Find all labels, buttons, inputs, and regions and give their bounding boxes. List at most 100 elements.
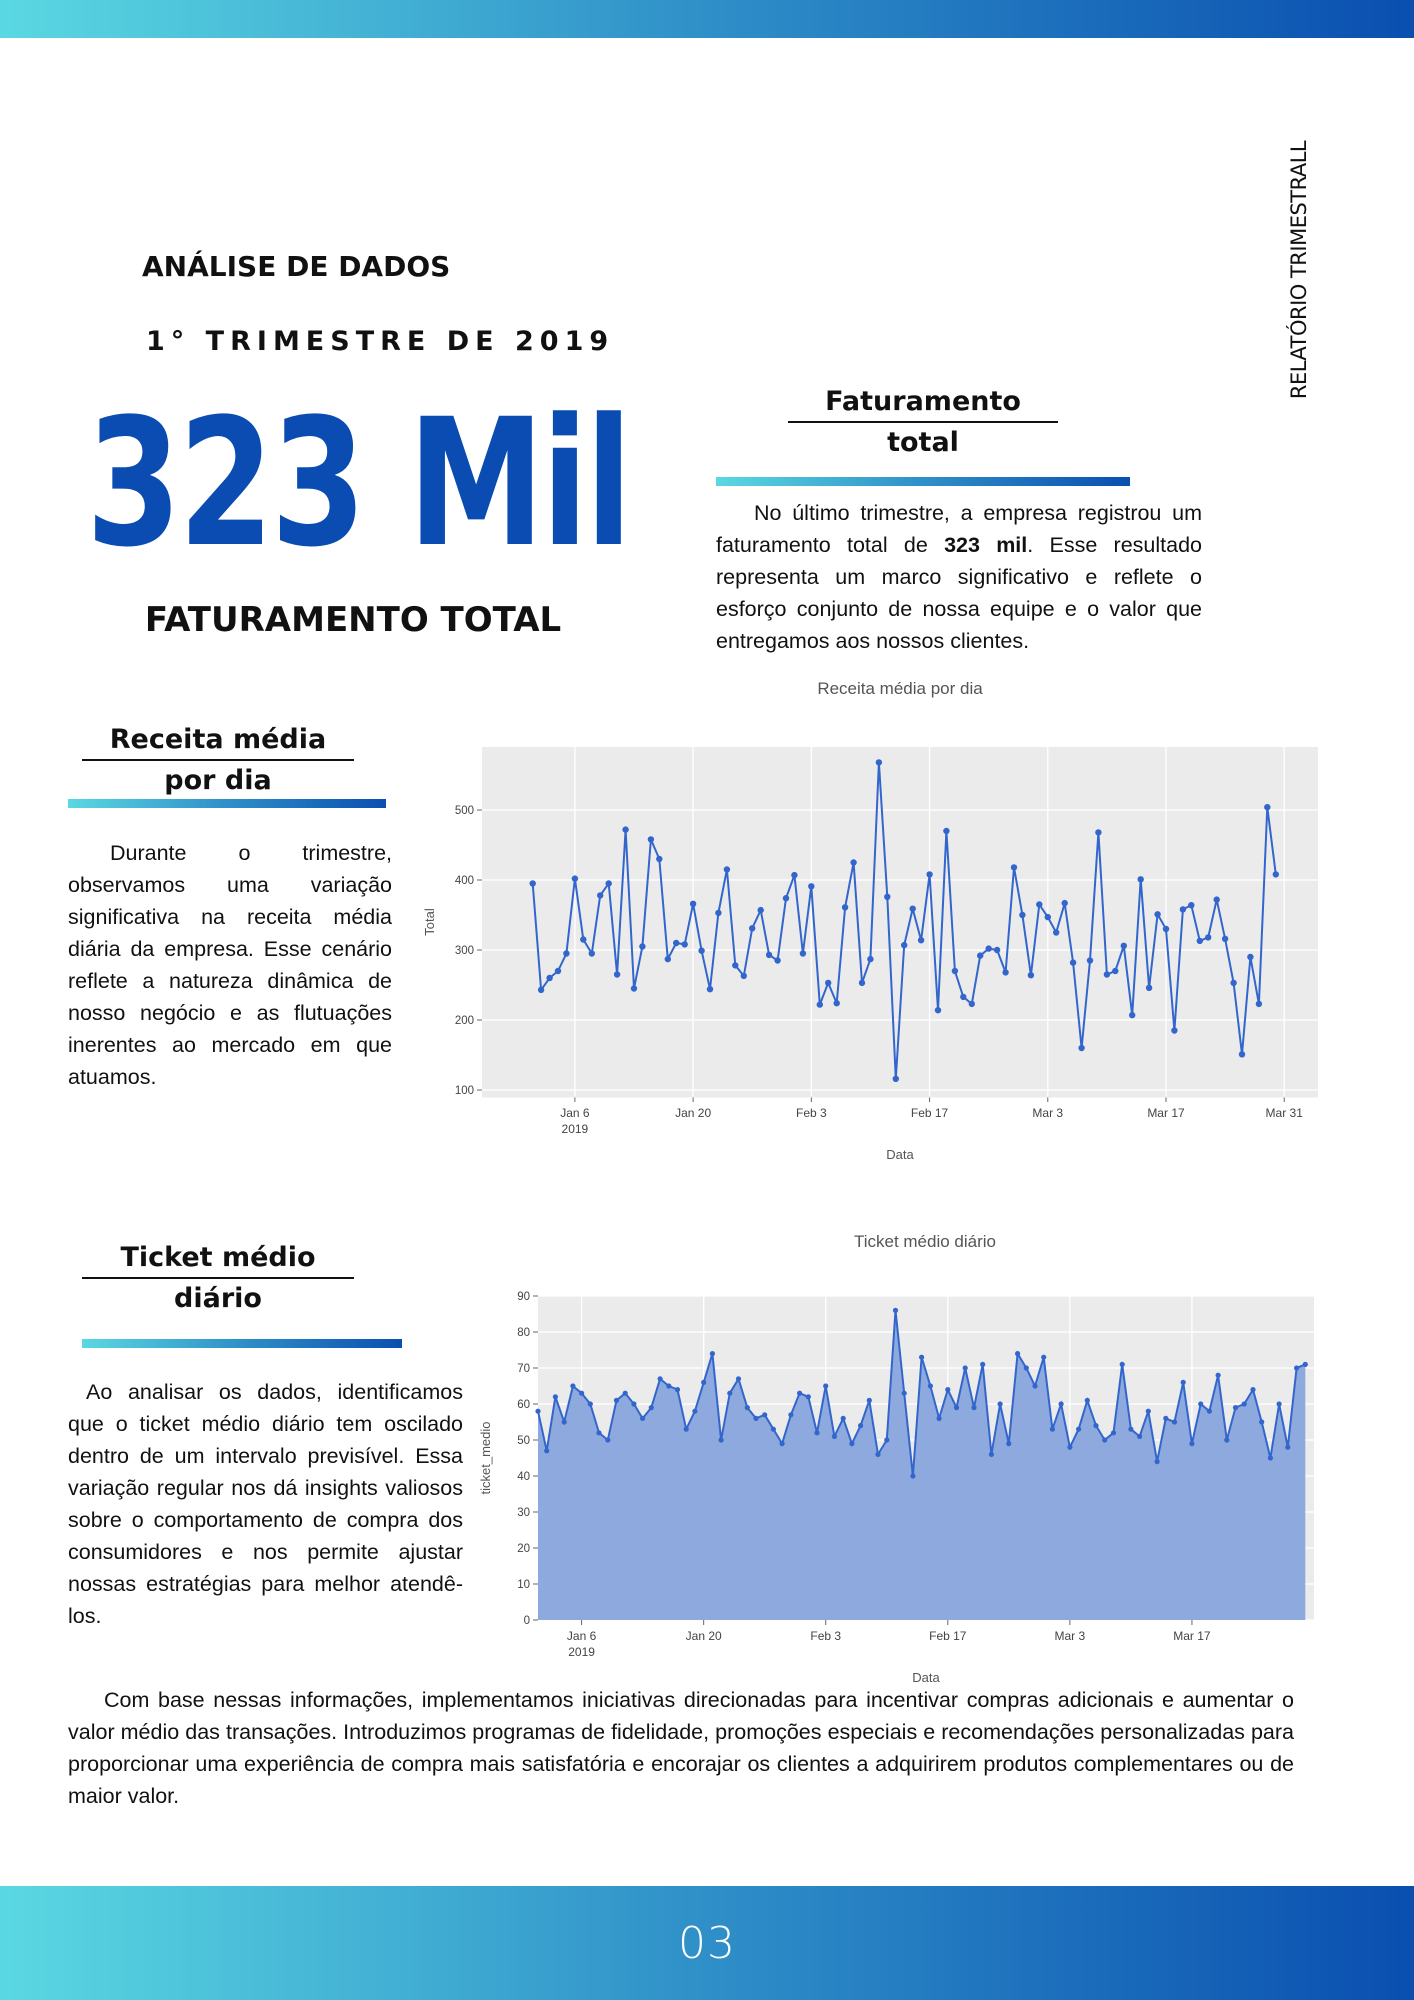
ticket-data-point (971, 1405, 977, 1411)
ticket-data-point (1023, 1365, 1029, 1371)
receita-data-point (1221, 935, 1229, 942)
closing-paragraph: Com base nessas informações, implementam… (68, 1688, 1294, 1808)
ticket-y-tick-label: 60 (517, 1399, 530, 1411)
ticket-data-point (953, 1405, 960, 1411)
ticket-data-point (544, 1448, 550, 1454)
ticket-data-point (1189, 1441, 1195, 1447)
ticket-data-point (814, 1430, 820, 1436)
ticket-data-point (640, 1415, 646, 1421)
receita-data-point (1010, 864, 1018, 871)
receita-data-point (588, 950, 595, 957)
receita-data-point (529, 880, 536, 887)
quarter-label: 1° TRIMESTRE DE 2019 (146, 326, 615, 357)
receita-data-point (1103, 971, 1111, 978)
receita-data-point (1272, 871, 1279, 878)
receita-data-point (1036, 901, 1043, 908)
ticket-data-point (1224, 1437, 1230, 1443)
receita-data-point (1044, 913, 1051, 921)
ticket-data-point (919, 1354, 925, 1360)
receita-x-tick-label: Feb 17 (911, 1106, 949, 1120)
ticket-data-point (831, 1433, 837, 1439)
receita-x-tick-label: Mar 17 (1147, 1106, 1185, 1120)
receita-chart-title: Receita média por dia (817, 679, 983, 698)
ticket-x-tick-label: Mar 3 (1055, 1629, 1086, 1643)
receita-data-point (985, 945, 992, 952)
ticket-data-point (1015, 1351, 1021, 1357)
ticket-data-point (945, 1387, 951, 1393)
page-number: 03 (678, 1917, 736, 1969)
ticket-data-point (901, 1390, 907, 1396)
receita-data-point (825, 979, 832, 987)
receita-title: Receita média por dia (82, 720, 354, 800)
ticket-data-point (927, 1383, 933, 1389)
ticket-data-point (1267, 1455, 1273, 1461)
ticket-y-tick-label: 30 (517, 1507, 530, 1519)
receita-data-point (892, 1075, 899, 1082)
faturamento-paragraph: No último trimestre, a empresa registrou… (716, 501, 1202, 653)
receita-data-point (791, 871, 798, 879)
receita-data-point (706, 986, 714, 993)
ticket-data-point (753, 1415, 759, 1421)
faturamento-accent-bar (716, 477, 1130, 486)
ticket-data-point (1206, 1408, 1212, 1414)
receita-data-point (613, 971, 621, 978)
ticket-data-point (797, 1390, 803, 1396)
ticket-chart-title: Ticket médio diário (853, 1232, 997, 1251)
receita-data-point (858, 979, 866, 987)
receita-data-point (841, 904, 849, 911)
ticket-data-point (1067, 1444, 1073, 1450)
ticket-data-point (570, 1383, 576, 1389)
receita-data-point (816, 1001, 823, 1008)
ticket-data-point (1163, 1415, 1169, 1421)
ticket-x-tick-label: Mar 17 (1173, 1629, 1211, 1643)
ticket-y-axis-label: ticket_medio (478, 1422, 493, 1495)
ticket-data-point (1049, 1426, 1055, 1432)
receita-data-point (605, 880, 612, 887)
receita-data-point (681, 941, 688, 948)
ticket-data-point (1180, 1379, 1186, 1385)
receita-data-point (833, 1000, 840, 1007)
receita-data-point (597, 892, 604, 899)
ticket-data-point (596, 1430, 602, 1436)
ticket-data-point (770, 1426, 776, 1432)
receita-data-point (740, 972, 747, 980)
ticket-data-point (840, 1415, 846, 1421)
receita-data-point (1230, 979, 1237, 987)
ticket-data-point (1041, 1354, 1047, 1360)
receita-data-point (546, 974, 553, 982)
ticket-data-point (962, 1365, 968, 1371)
receita-data-point (1179, 906, 1187, 913)
ticket-data-point (1006, 1441, 1012, 1447)
ticket-data-point (1302, 1361, 1308, 1367)
receita-data-point (689, 900, 697, 907)
receita-data-point (901, 941, 908, 949)
receita-data-point (850, 859, 857, 866)
ticket-data-point (1093, 1423, 1099, 1429)
ticket-data-point (910, 1473, 916, 1479)
ticket-x-tick-label: Feb 17 (929, 1629, 967, 1643)
ticket-data-point (988, 1451, 995, 1457)
receita-data-point (537, 986, 545, 994)
receita-data-point (664, 955, 671, 963)
ticket-data-point (1137, 1433, 1143, 1439)
receita-data-point (1061, 899, 1068, 907)
ticket-data-point (552, 1394, 558, 1400)
receita-data-point (1112, 967, 1119, 975)
ticket-data-point (1171, 1419, 1178, 1425)
ticket-data-point (735, 1376, 742, 1382)
ticket-x-tick-sublabel: 2019 (568, 1645, 595, 1659)
ticket-data-point (805, 1394, 811, 1400)
ticket-data-point (701, 1379, 707, 1385)
receita-x-axis-label: Data (886, 1147, 914, 1160)
ticket-data-point (579, 1390, 585, 1396)
ticket-data-point (1032, 1383, 1038, 1389)
ticket-x-tick-label: Jan 6 (567, 1629, 597, 1643)
receita-data-point (1247, 953, 1254, 961)
ticket-data-point (535, 1408, 541, 1414)
receita-data-point (968, 1000, 975, 1008)
ticket-data-point (892, 1307, 899, 1313)
receita-data-point (867, 955, 874, 963)
ticket-data-point (1076, 1426, 1082, 1432)
receita-plot-area (482, 747, 1318, 1097)
receita-data-point (1238, 1051, 1246, 1058)
